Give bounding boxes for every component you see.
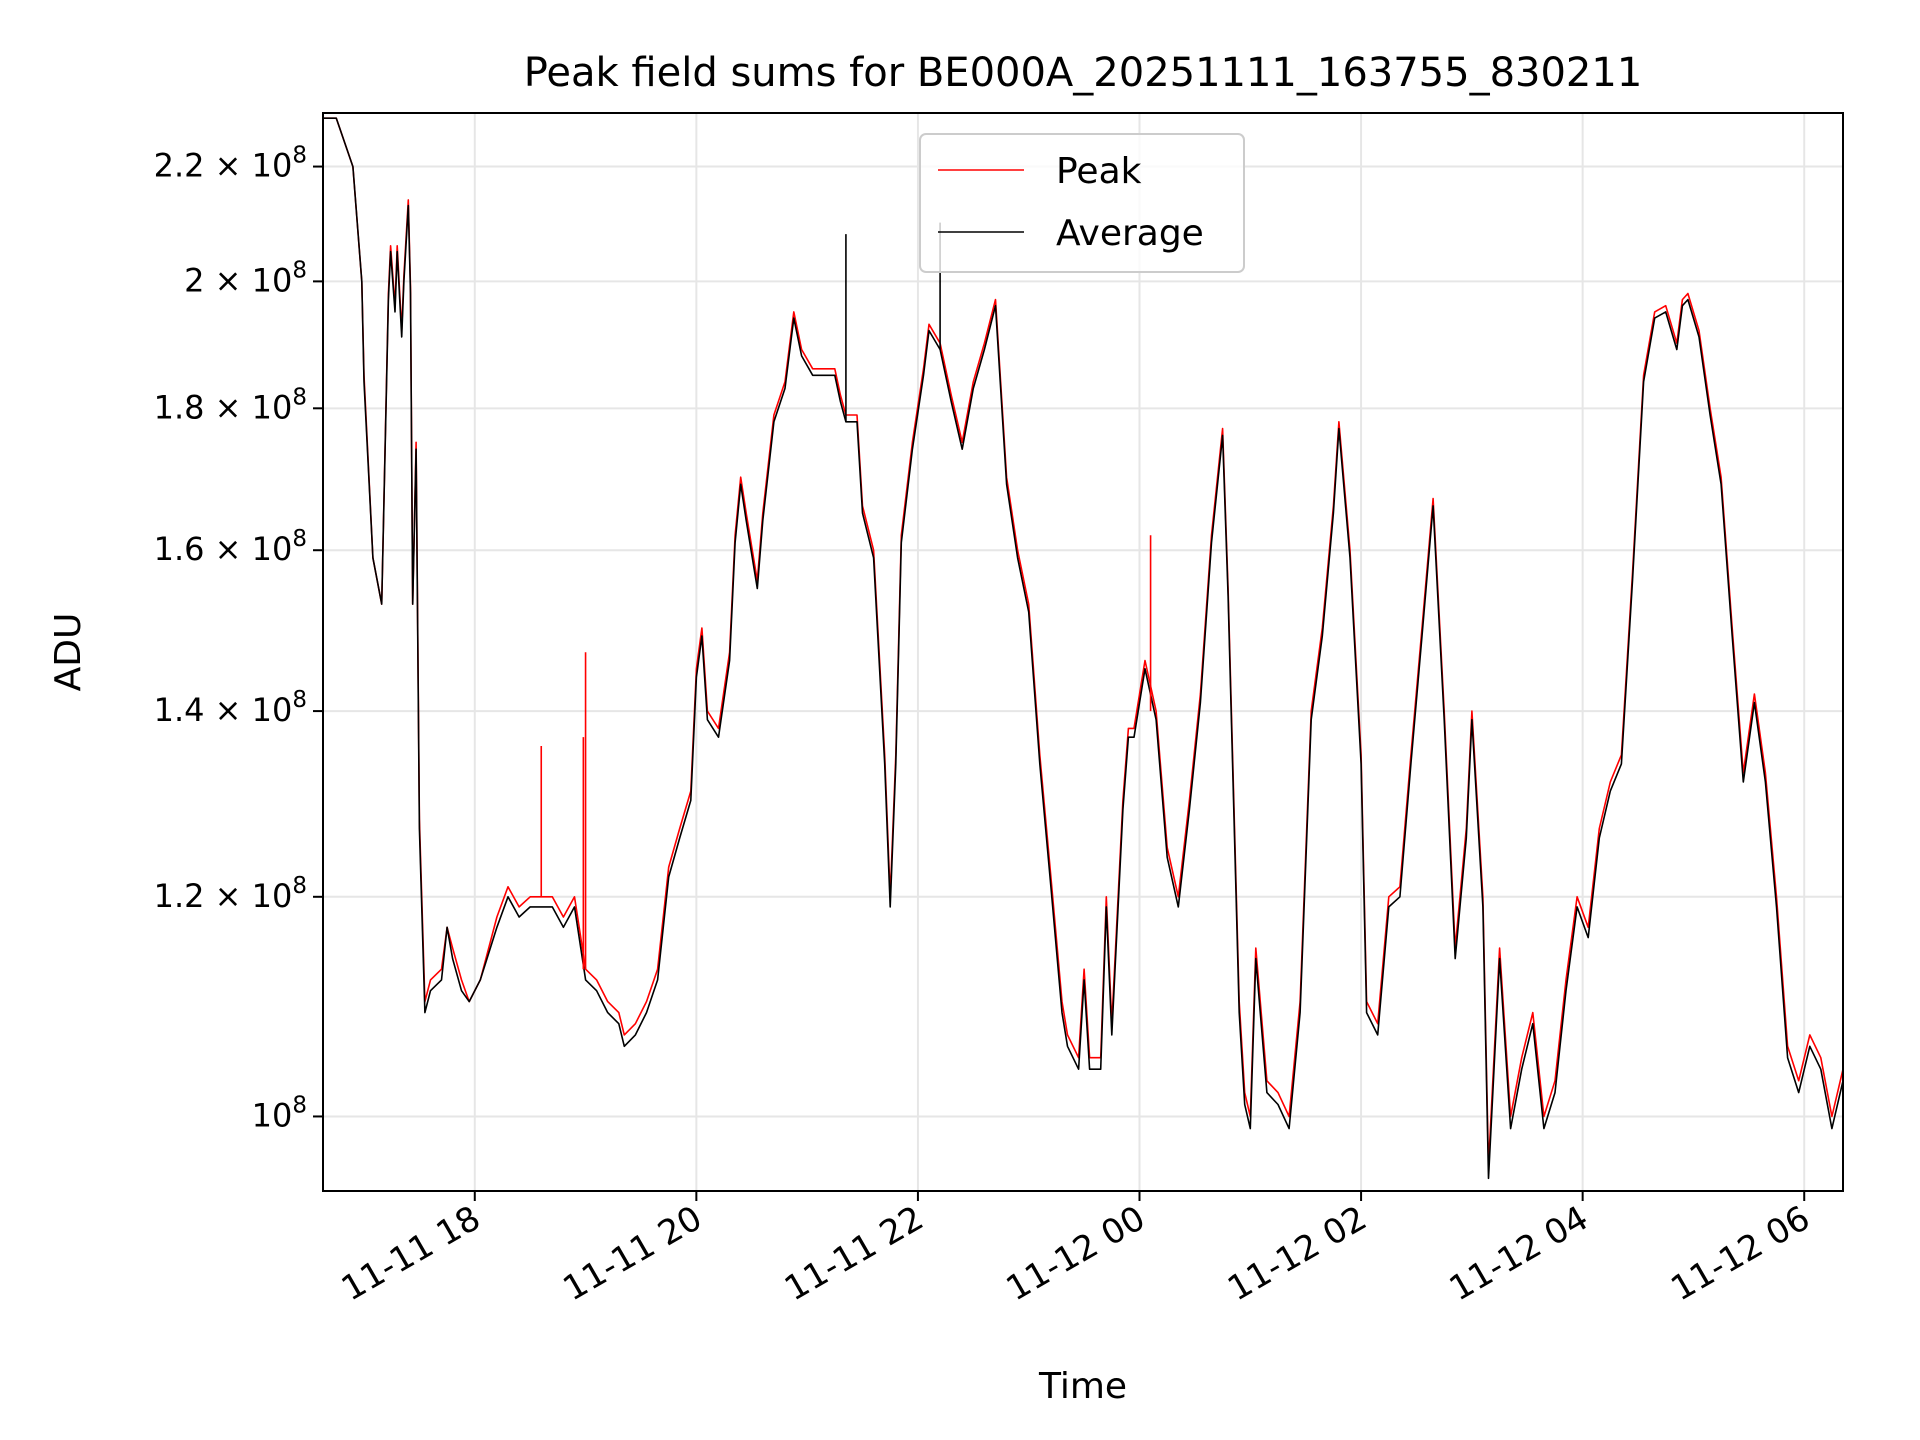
y-tick-label: 108 xyxy=(252,1092,307,1134)
legend: Peak Average xyxy=(919,133,1245,273)
x-axis-label: Time xyxy=(1038,1366,1127,1407)
chart-title: Peak field sums for BE000A_20251111_1637… xyxy=(524,50,1643,96)
legend-label-peak: Peak xyxy=(1056,151,1142,192)
series-line-average xyxy=(323,117,1843,1180)
y-tick-label: 1.4 × 108 xyxy=(154,687,307,729)
y-axis: 108 1.2 × 108 1.4 × 108 1.6 × 108 1.8 × 108 2… xyxy=(154,143,323,1134)
legend-label-average: Average xyxy=(1056,213,1204,254)
y-axis-label: ADU xyxy=(48,613,89,692)
plot-frame xyxy=(322,112,1844,1192)
y-tick-label: 1.8 × 108 xyxy=(154,384,307,426)
y-tick-label: 2 × 108 xyxy=(184,257,307,299)
y-tick-label: 1.6 × 108 xyxy=(154,526,307,568)
y-tick-label: 2.2 × 108 xyxy=(154,143,307,185)
series-line-peak xyxy=(323,117,1843,1167)
y-tick-label: 1.2 × 108 xyxy=(154,873,307,915)
series-layer xyxy=(323,117,1843,1180)
legend-box xyxy=(919,133,1245,273)
